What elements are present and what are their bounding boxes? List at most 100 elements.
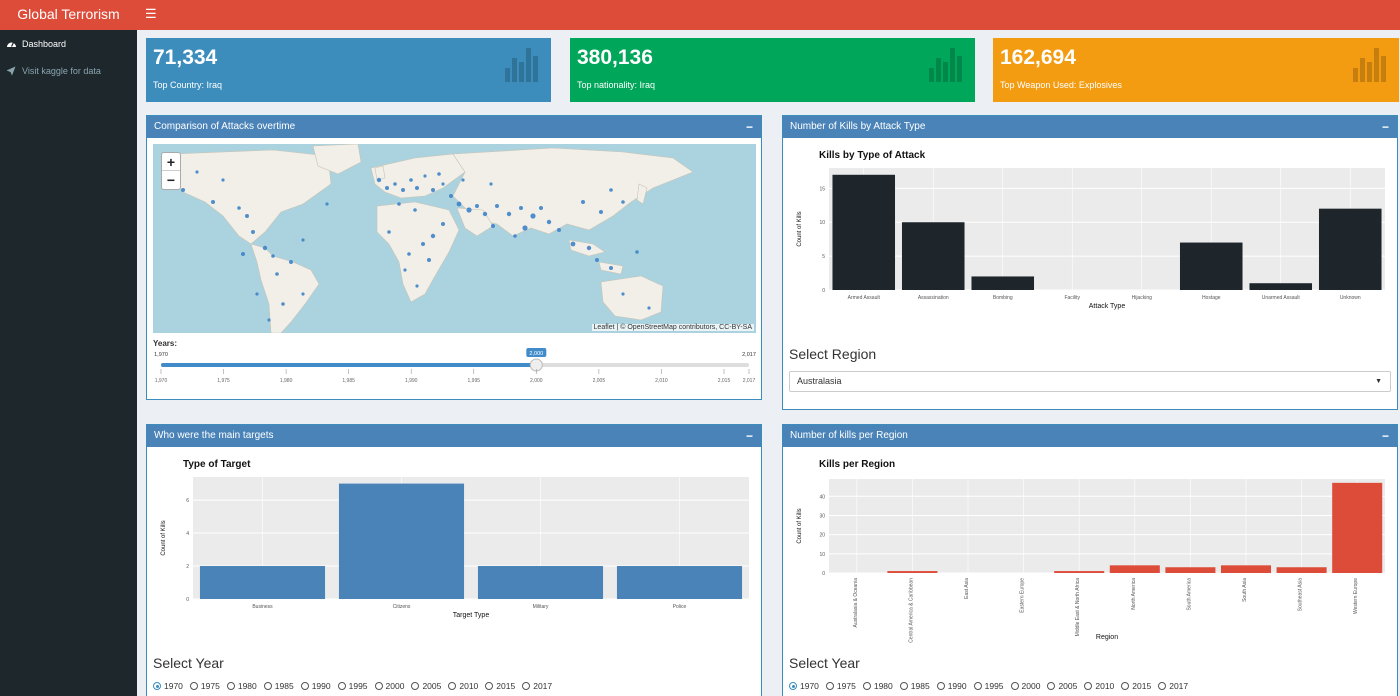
slider-tick-label: 1,985	[342, 378, 355, 384]
radio-dot[interactable]	[522, 682, 531, 690]
year-slider[interactable]: 1,970 2,017 2,000 1,970 1,975 1,980 1,985 1,990…	[153, 348, 757, 400]
radio-dot[interactable]	[825, 682, 834, 690]
radio-dot[interactable]	[1121, 682, 1130, 690]
radio-dot[interactable]	[300, 682, 309, 690]
x-tick-label: Eastern Europe	[1020, 578, 1026, 613]
radio-label: 1995	[984, 681, 1004, 691]
radio-dot[interactable]	[1158, 682, 1167, 690]
x-tick-label: Australasia & Oceania	[853, 578, 859, 628]
attacks-map-box: Comparison of Attacks overtime −	[146, 115, 762, 400]
kills-per-region-chart: Kills per Region 0 10 20 30 40 Australasia & O…	[797, 459, 1385, 643]
y-axis-label: Count of Kills	[797, 508, 803, 543]
year-radio-1990[interactable]: 1990	[300, 681, 331, 691]
radio-dot[interactable]	[226, 682, 235, 690]
radio-dot[interactable]	[448, 682, 457, 690]
region-select[interactable]: Australasia ▼	[789, 371, 1391, 392]
radio-dot[interactable]	[789, 682, 797, 690]
kills-per-region-box: Number of kills per Region − Kills per R…	[782, 424, 1398, 696]
radio-label: 2005	[422, 681, 442, 691]
year-radio-2000[interactable]: 2000	[374, 681, 404, 691]
world-map[interactable]: + − Leaflet | © OpenStreetMap contributo…	[153, 144, 756, 333]
year-radio-2015[interactable]: 2015	[485, 681, 515, 691]
year-radio-1995[interactable]: 1995	[973, 681, 1004, 691]
zoom-in-button[interactable]: +	[162, 153, 180, 171]
year-radio-2005[interactable]: 2005	[1047, 681, 1077, 691]
year-radio-1975[interactable]: 1975	[189, 681, 220, 691]
radio-label: 2010	[459, 681, 479, 691]
y-tick-label: 6	[186, 498, 189, 504]
year-radio-1980[interactable]: 1980	[862, 681, 893, 691]
zoom-out-button[interactable]: −	[166, 172, 176, 188]
year-radio-2010[interactable]: 2010	[1084, 681, 1114, 691]
radio-dot[interactable]	[411, 682, 420, 690]
app-title[interactable]: Global Terrorism	[17, 6, 120, 22]
year-radio-2017[interactable]: 2017	[1158, 681, 1188, 691]
bar	[1179, 242, 1243, 290]
radio-dot[interactable]	[374, 682, 383, 690]
sidebar: Dashboard Visit kaggle for data	[0, 30, 137, 696]
y-tick-label: 10	[819, 220, 825, 226]
bar	[901, 222, 965, 290]
radio-label: 1980	[873, 681, 893, 691]
y-tick-label: 40	[819, 494, 825, 500]
year-radio-2005[interactable]: 2005	[411, 681, 441, 691]
year-radio-1995[interactable]: 1995	[337, 681, 368, 691]
bar-chart-icon	[1353, 48, 1393, 82]
radio-label: 1985	[910, 681, 930, 691]
map-tiles	[166, 144, 694, 333]
dashboard-body: 71,334 Top Country: Iraq 380,136 Top nat…	[137, 30, 1400, 696]
y-axis-label: Count of Kills	[797, 211, 803, 246]
y-axis-label: Count of Kills	[161, 520, 167, 555]
radio-dot[interactable]	[153, 682, 161, 690]
sidebar-item-kaggle[interactable]: Visit kaggle for data	[0, 57, 137, 84]
bar-chart-icon	[505, 48, 545, 82]
select-year-label: Select Year	[153, 655, 224, 671]
slider-tick-label: 2,005	[593, 378, 606, 384]
year-radio-1980[interactable]: 1980	[226, 681, 257, 691]
year-radio-1970[interactable]: 1970	[153, 681, 183, 691]
radio-dot[interactable]	[862, 682, 871, 690]
sidebar-toggle-button[interactable]: ☰	[145, 0, 157, 30]
valuebox-top-nationality: 380,136 Top nationality: Iraq	[570, 38, 975, 102]
radio-dot[interactable]	[263, 682, 272, 690]
radio-dot[interactable]	[1084, 682, 1093, 690]
year-radio-1970[interactable]: 1970	[789, 681, 819, 691]
year-radio-1990[interactable]: 1990	[936, 681, 967, 691]
sidebar-item-dashboard[interactable]: Dashboard	[0, 30, 137, 57]
year-radio-1985[interactable]: 1985	[263, 681, 294, 691]
year-radio-1975[interactable]: 1975	[825, 681, 856, 691]
radio-dot[interactable]	[1010, 682, 1019, 690]
minimize-button[interactable]: −	[1381, 429, 1389, 443]
sidebar-item-label: Dashboard	[22, 38, 67, 49]
x-tick-label: Unarmed Assault	[1262, 295, 1301, 301]
slider-min-label: 1,970	[154, 352, 168, 358]
year-radio-2010[interactable]: 2010	[448, 681, 478, 691]
radio-dot[interactable]	[1047, 682, 1056, 690]
minimize-button[interactable]: −	[745, 120, 753, 134]
year-radio-2015[interactable]: 2015	[1121, 681, 1151, 691]
x-tick-label: Unknown	[1340, 295, 1361, 301]
x-tick-label: Southeast Asia	[1298, 578, 1304, 612]
year-radio-group: 1970 1975 1980 1985 1990 1995 2000 2005 2010 2015…	[789, 681, 1195, 691]
year-radio-2000[interactable]: 2000	[1010, 681, 1040, 691]
bar	[338, 483, 465, 599]
select-region-label: Select Region	[789, 346, 877, 362]
minimize-button[interactable]: −	[745, 429, 753, 443]
bar	[1332, 482, 1383, 573]
region-select-value: Australasia	[797, 376, 842, 386]
radio-dot[interactable]	[936, 682, 945, 690]
radio-label: 1995	[348, 681, 368, 691]
radio-dot[interactable]	[485, 682, 494, 690]
bar	[1318, 208, 1382, 290]
map-attribution[interactable]: Leaflet | © OpenStreetMap contributors, …	[591, 324, 754, 331]
radio-dot[interactable]	[189, 682, 198, 690]
radio-dot[interactable]	[973, 682, 982, 690]
radio-dot[interactable]	[337, 682, 346, 690]
minimize-button[interactable]: −	[1381, 120, 1389, 134]
year-radio-1985[interactable]: 1985	[899, 681, 930, 691]
bar	[1220, 565, 1272, 573]
x-tick-label: South Asia	[1242, 578, 1248, 602]
radio-dot[interactable]	[899, 682, 908, 690]
chart-title: Kills per Region	[819, 459, 895, 470]
year-radio-2017[interactable]: 2017	[522, 681, 552, 691]
